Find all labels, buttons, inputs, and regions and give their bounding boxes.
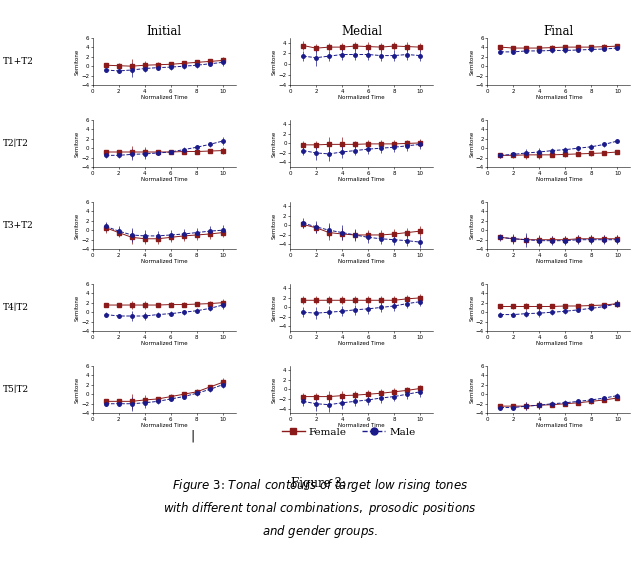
X-axis label: Normalized Time: Normalized Time [141,423,188,428]
Text: Figure 3:: Figure 3: [291,477,349,490]
X-axis label: Normalized Time: Normalized Time [339,177,385,182]
Y-axis label: Semitone: Semitone [75,212,80,239]
Y-axis label: Semitone: Semitone [272,294,277,321]
Title: Initial: Initial [147,25,182,38]
X-axis label: Normalized Time: Normalized Time [339,423,385,428]
Text: T3+T2: T3+T2 [3,221,34,230]
Title: Final: Final [544,25,574,38]
Text: |: | [190,430,194,443]
X-axis label: Normalized Time: Normalized Time [339,95,385,100]
Legend: Female, Male: Female, Male [278,423,420,441]
Y-axis label: Semitone: Semitone [272,49,277,75]
Text: T4∣T2: T4∣T2 [3,303,29,312]
Title: Medial: Medial [341,25,382,38]
X-axis label: Normalized Time: Normalized Time [141,95,188,100]
X-axis label: Normalized Time: Normalized Time [536,95,582,100]
Y-axis label: Semitone: Semitone [469,130,474,157]
Y-axis label: Semitone: Semitone [272,130,277,157]
Y-axis label: Semitone: Semitone [75,294,80,321]
X-axis label: Normalized Time: Normalized Time [536,177,582,182]
X-axis label: Normalized Time: Normalized Time [339,259,385,264]
Text: T5∣T2: T5∣T2 [3,385,29,394]
Text: T2∣T2: T2∣T2 [3,139,29,148]
X-axis label: Normalized Time: Normalized Time [141,259,188,264]
Y-axis label: Semitone: Semitone [75,376,80,402]
X-axis label: Normalized Time: Normalized Time [141,341,188,346]
Y-axis label: Semitone: Semitone [469,49,474,75]
X-axis label: Normalized Time: Normalized Time [141,177,188,182]
X-axis label: Normalized Time: Normalized Time [536,341,582,346]
Y-axis label: Semitone: Semitone [469,212,474,239]
X-axis label: Normalized Time: Normalized Time [536,259,582,264]
Y-axis label: Semitone: Semitone [75,130,80,157]
Text: $\mathit{Figure\ 3}$: $\it{Tonal\ contours\ of\ target\ low\ rising\ tones}$
$\i: $\mathit{Figure\ 3}$: $\it{Tonal\ contou… [163,477,477,540]
Y-axis label: Semitone: Semitone [272,212,277,239]
Y-axis label: Semitone: Semitone [469,294,474,321]
X-axis label: Normalized Time: Normalized Time [536,423,582,428]
Text: T1+T2: T1+T2 [3,57,34,66]
Y-axis label: Semitone: Semitone [75,49,80,75]
Y-axis label: Semitone: Semitone [272,376,277,402]
X-axis label: Normalized Time: Normalized Time [339,341,385,346]
Y-axis label: Semitone: Semitone [469,376,474,402]
